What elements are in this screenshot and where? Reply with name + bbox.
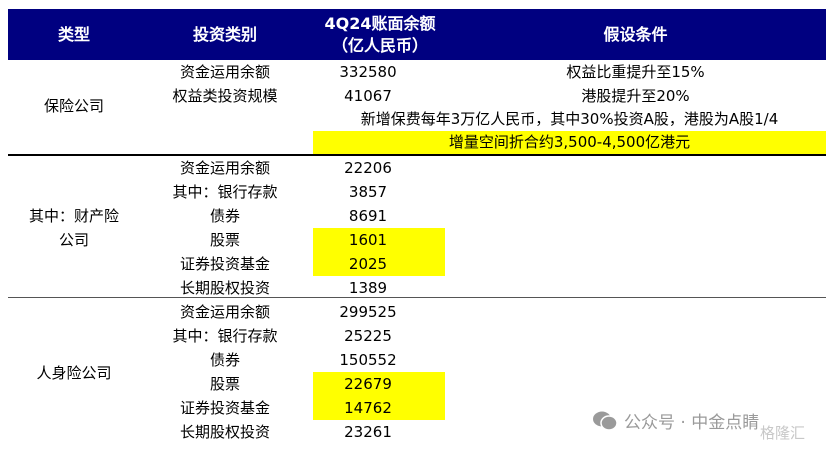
category-cell: 证券投资基金: [179, 399, 270, 417]
category-cell: 长期股权投资: [179, 423, 270, 441]
watermark-logo: 格隆汇: [760, 424, 806, 442]
value-cell: 22206: [344, 159, 392, 177]
header-balance-line2: （亿人民币）: [331, 35, 428, 55]
header-assumption: 假设条件: [603, 24, 668, 44]
table-header: 类型 投资类别 4Q24账面余额 （亿人民币） 假设条件: [8, 9, 826, 60]
category-cell: 权益类投资规模: [172, 87, 278, 105]
assumption-note: 新增保费每年3万亿人民币，其中30%投资A股，港股为A股1/4: [360, 110, 779, 128]
category-cell: 资金运用余额: [179, 303, 270, 321]
assumption-cell: 港股提升至20%: [581, 87, 690, 105]
header-category: 投资类别: [192, 24, 257, 44]
group-insurance: 保险公司: [43, 97, 104, 115]
value-cell: 1601: [313, 228, 445, 252]
group-property: 其中：财产险 公司: [8, 204, 140, 252]
divider: [8, 297, 826, 298]
group-property-line1: 其中：财产险: [28, 207, 119, 225]
category-cell: 长期股权投资: [179, 279, 270, 297]
category-cell: 股票: [209, 231, 240, 249]
category-cell: 证券投资基金: [179, 255, 270, 273]
value-cell: 2025: [313, 252, 445, 276]
value-cell: 332580: [339, 63, 397, 81]
category-cell: 股票: [209, 375, 240, 393]
wechat-icon: [593, 411, 618, 431]
category-cell: 其中：银行存款: [172, 183, 278, 201]
value-cell: 25225: [344, 327, 392, 345]
header-type: 类型: [57, 24, 90, 44]
header-balance-line1: 4Q24账面余额: [324, 13, 436, 33]
divider: [8, 154, 826, 156]
category-cell: 债券: [209, 351, 240, 369]
value-cell: 150552: [339, 351, 397, 369]
value-cell: 22679: [313, 372, 445, 396]
conclusion-cell: 增量空间折合约3,500-4,500亿港元: [313, 131, 826, 154]
category-cell: 其中：银行存款: [172, 327, 278, 345]
watermark-text: 公众号 · 中金点睛: [624, 413, 760, 433]
assumption-cell: 权益比重提升至15%: [566, 63, 705, 81]
group-life: 人身险公司: [36, 364, 112, 382]
watermark: 公众号 · 中金点睛: [592, 408, 759, 433]
header-balance: 4Q24账面余额 （亿人民币）: [310, 9, 450, 60]
category-cell: 债券: [209, 207, 240, 225]
value-cell: 8691: [348, 207, 388, 225]
category-cell: 资金运用余额: [179, 63, 270, 81]
value-cell: 1389: [348, 279, 388, 297]
value-cell: 299525: [339, 303, 397, 321]
category-cell: 资金运用余额: [179, 159, 270, 177]
value-cell: 14762: [313, 396, 445, 420]
value-cell: 41067: [344, 87, 392, 105]
value-cell: 3857: [348, 183, 388, 201]
group-property-line2: 公司: [58, 231, 89, 249]
value-cell: 23261: [344, 423, 392, 441]
